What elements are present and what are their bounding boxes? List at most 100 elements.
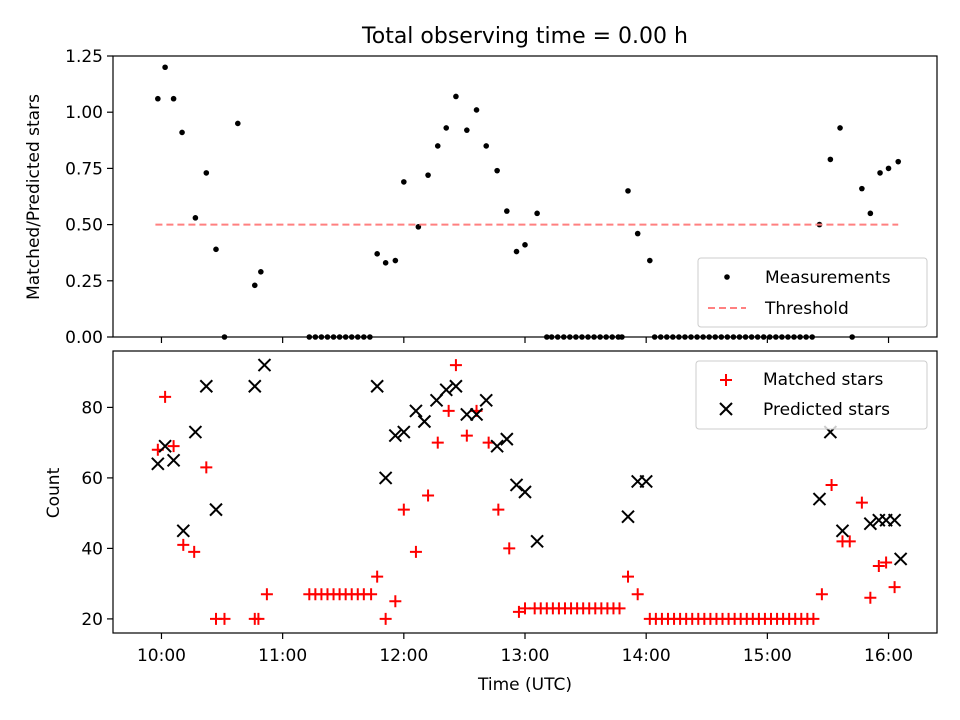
predicted-star-point	[370, 379, 384, 393]
predicted-star-point	[500, 432, 514, 446]
predicted-star-point	[639, 474, 653, 489]
bottom-y-tick-label: 40	[81, 539, 103, 559]
bottom-x-tick-label: 13:00	[501, 646, 550, 666]
measurement-point	[443, 125, 450, 131]
top-ticks: 0.00 0.25 0.50 0.75 1.00 1.25	[65, 47, 890, 348]
predicted-star-point	[490, 439, 504, 453]
matched-star-point	[512, 605, 525, 618]
predicted-star-point	[151, 457, 165, 471]
predicted-star-point	[518, 485, 532, 499]
predicted-star-point	[158, 439, 172, 453]
top-y-tick-label: 0.25	[65, 272, 103, 292]
predicted-star-point	[397, 425, 411, 439]
measurement-point	[434, 143, 441, 149]
matched-star-point	[622, 570, 634, 583]
measurement-point	[859, 185, 865, 192]
predicted-star-point	[188, 425, 203, 439]
measurement-point	[534, 210, 540, 217]
legend-threshold-label: Threshold	[764, 299, 849, 319]
predicted-star-point	[621, 509, 635, 524]
matched-star-point	[397, 503, 410, 516]
measurement-point	[494, 167, 500, 174]
matched-star-point	[218, 612, 231, 625]
matched-star-point	[460, 429, 473, 442]
legend-matched-label: Matched stars	[763, 370, 883, 390]
predicted-star-point	[469, 407, 484, 422]
predicted-star-point	[893, 552, 908, 566]
predicted-star-point	[887, 513, 902, 527]
predicted-star-point	[509, 478, 524, 492]
matched-star-point	[872, 560, 885, 573]
measurement-point	[522, 242, 528, 248]
matched-star-point	[807, 612, 820, 625]
measurement-point	[483, 143, 490, 149]
predicted-star-point	[530, 534, 544, 549]
predicted-star-point	[835, 524, 850, 538]
bottom-x-tick-label: 14:00	[622, 646, 671, 666]
top-y-tick-label: 0.75	[65, 159, 103, 179]
measurement-point	[473, 107, 480, 113]
matched-star-point	[159, 390, 172, 403]
top-y-tick-label: 1.25	[65, 47, 103, 67]
bottom-y-axis-label: Count	[44, 467, 64, 518]
bottom-x-tick-label: 16:00	[864, 646, 913, 666]
bottom-x-tick-label: 15:00	[743, 646, 792, 666]
measurement-point	[867, 210, 874, 217]
matched-star-point	[409, 545, 422, 558]
measurement-point	[382, 260, 389, 266]
measurement-point	[464, 127, 470, 133]
matched-star-point	[843, 535, 856, 548]
matched-star-point	[389, 595, 402, 608]
bottom-y-tick-label: 20	[81, 610, 103, 630]
measurement-point	[877, 170, 883, 176]
bottom-axes-frame	[112, 350, 938, 634]
matched-star-point	[431, 436, 444, 449]
top-y-tick-label: 1.00	[65, 103, 103, 123]
measurement-point	[192, 215, 199, 221]
predicted-star-point	[209, 502, 223, 517]
matched-star-point	[631, 588, 644, 601]
top-y-tick-label: 0.00	[65, 328, 103, 348]
matched-star-point	[177, 538, 190, 551]
top-axes-frame	[112, 55, 938, 338]
matched-star-point	[503, 542, 516, 555]
matched-star-point	[449, 359, 462, 372]
legend-predicted-label: Predicted stars	[763, 400, 890, 420]
measurement-point	[625, 188, 631, 194]
matched-star-point	[864, 591, 877, 604]
predicted-star-point	[248, 379, 262, 393]
predicted-star-point	[176, 524, 190, 538]
predicted-star-point	[257, 358, 272, 372]
predicted-star-point	[460, 407, 474, 422]
bottom-y-tick-label: 80	[81, 398, 103, 418]
measurement-point	[401, 179, 407, 185]
matched-star-point	[442, 404, 455, 417]
matched-star-point	[379, 612, 392, 625]
top-legend[interactable]: Measurements Threshold	[697, 257, 928, 328]
bottom-legend[interactable]: Matched stars Predicted stars	[695, 360, 928, 430]
top-y-axis-label: Matched/Predicted stars	[24, 94, 44, 300]
predicted-star-point	[479, 393, 493, 408]
predicted-star-point	[166, 453, 181, 467]
matched-star-point	[855, 496, 868, 509]
measurement-point	[513, 248, 520, 255]
predicted-star-point	[378, 471, 393, 485]
measurement-point	[634, 230, 641, 237]
measurement-point	[827, 156, 834, 163]
predicted-star-point	[417, 414, 432, 429]
measurement-point	[162, 64, 168, 71]
matched-star-point	[252, 612, 265, 625]
top-y-tick-label: 0.50	[65, 216, 103, 236]
predicted-star-point	[388, 428, 403, 443]
measurement-point	[203, 170, 210, 176]
predicted-star-point	[449, 379, 463, 393]
bottom-x-tick-label: 12:00	[379, 646, 428, 666]
measurement-point	[251, 282, 258, 289]
top-chart-title: Total observing time = 0.00 h	[361, 24, 688, 49]
legend-measurements-label: Measurements	[765, 268, 891, 288]
bottom-panel: Count Time (UTC) 20 40 60 80 10:00 11:00 12:00…	[44, 350, 938, 695]
bottom-y-tick-label: 60	[81, 469, 103, 489]
measurement-point	[155, 95, 161, 102]
predicted-star-point	[812, 492, 827, 506]
